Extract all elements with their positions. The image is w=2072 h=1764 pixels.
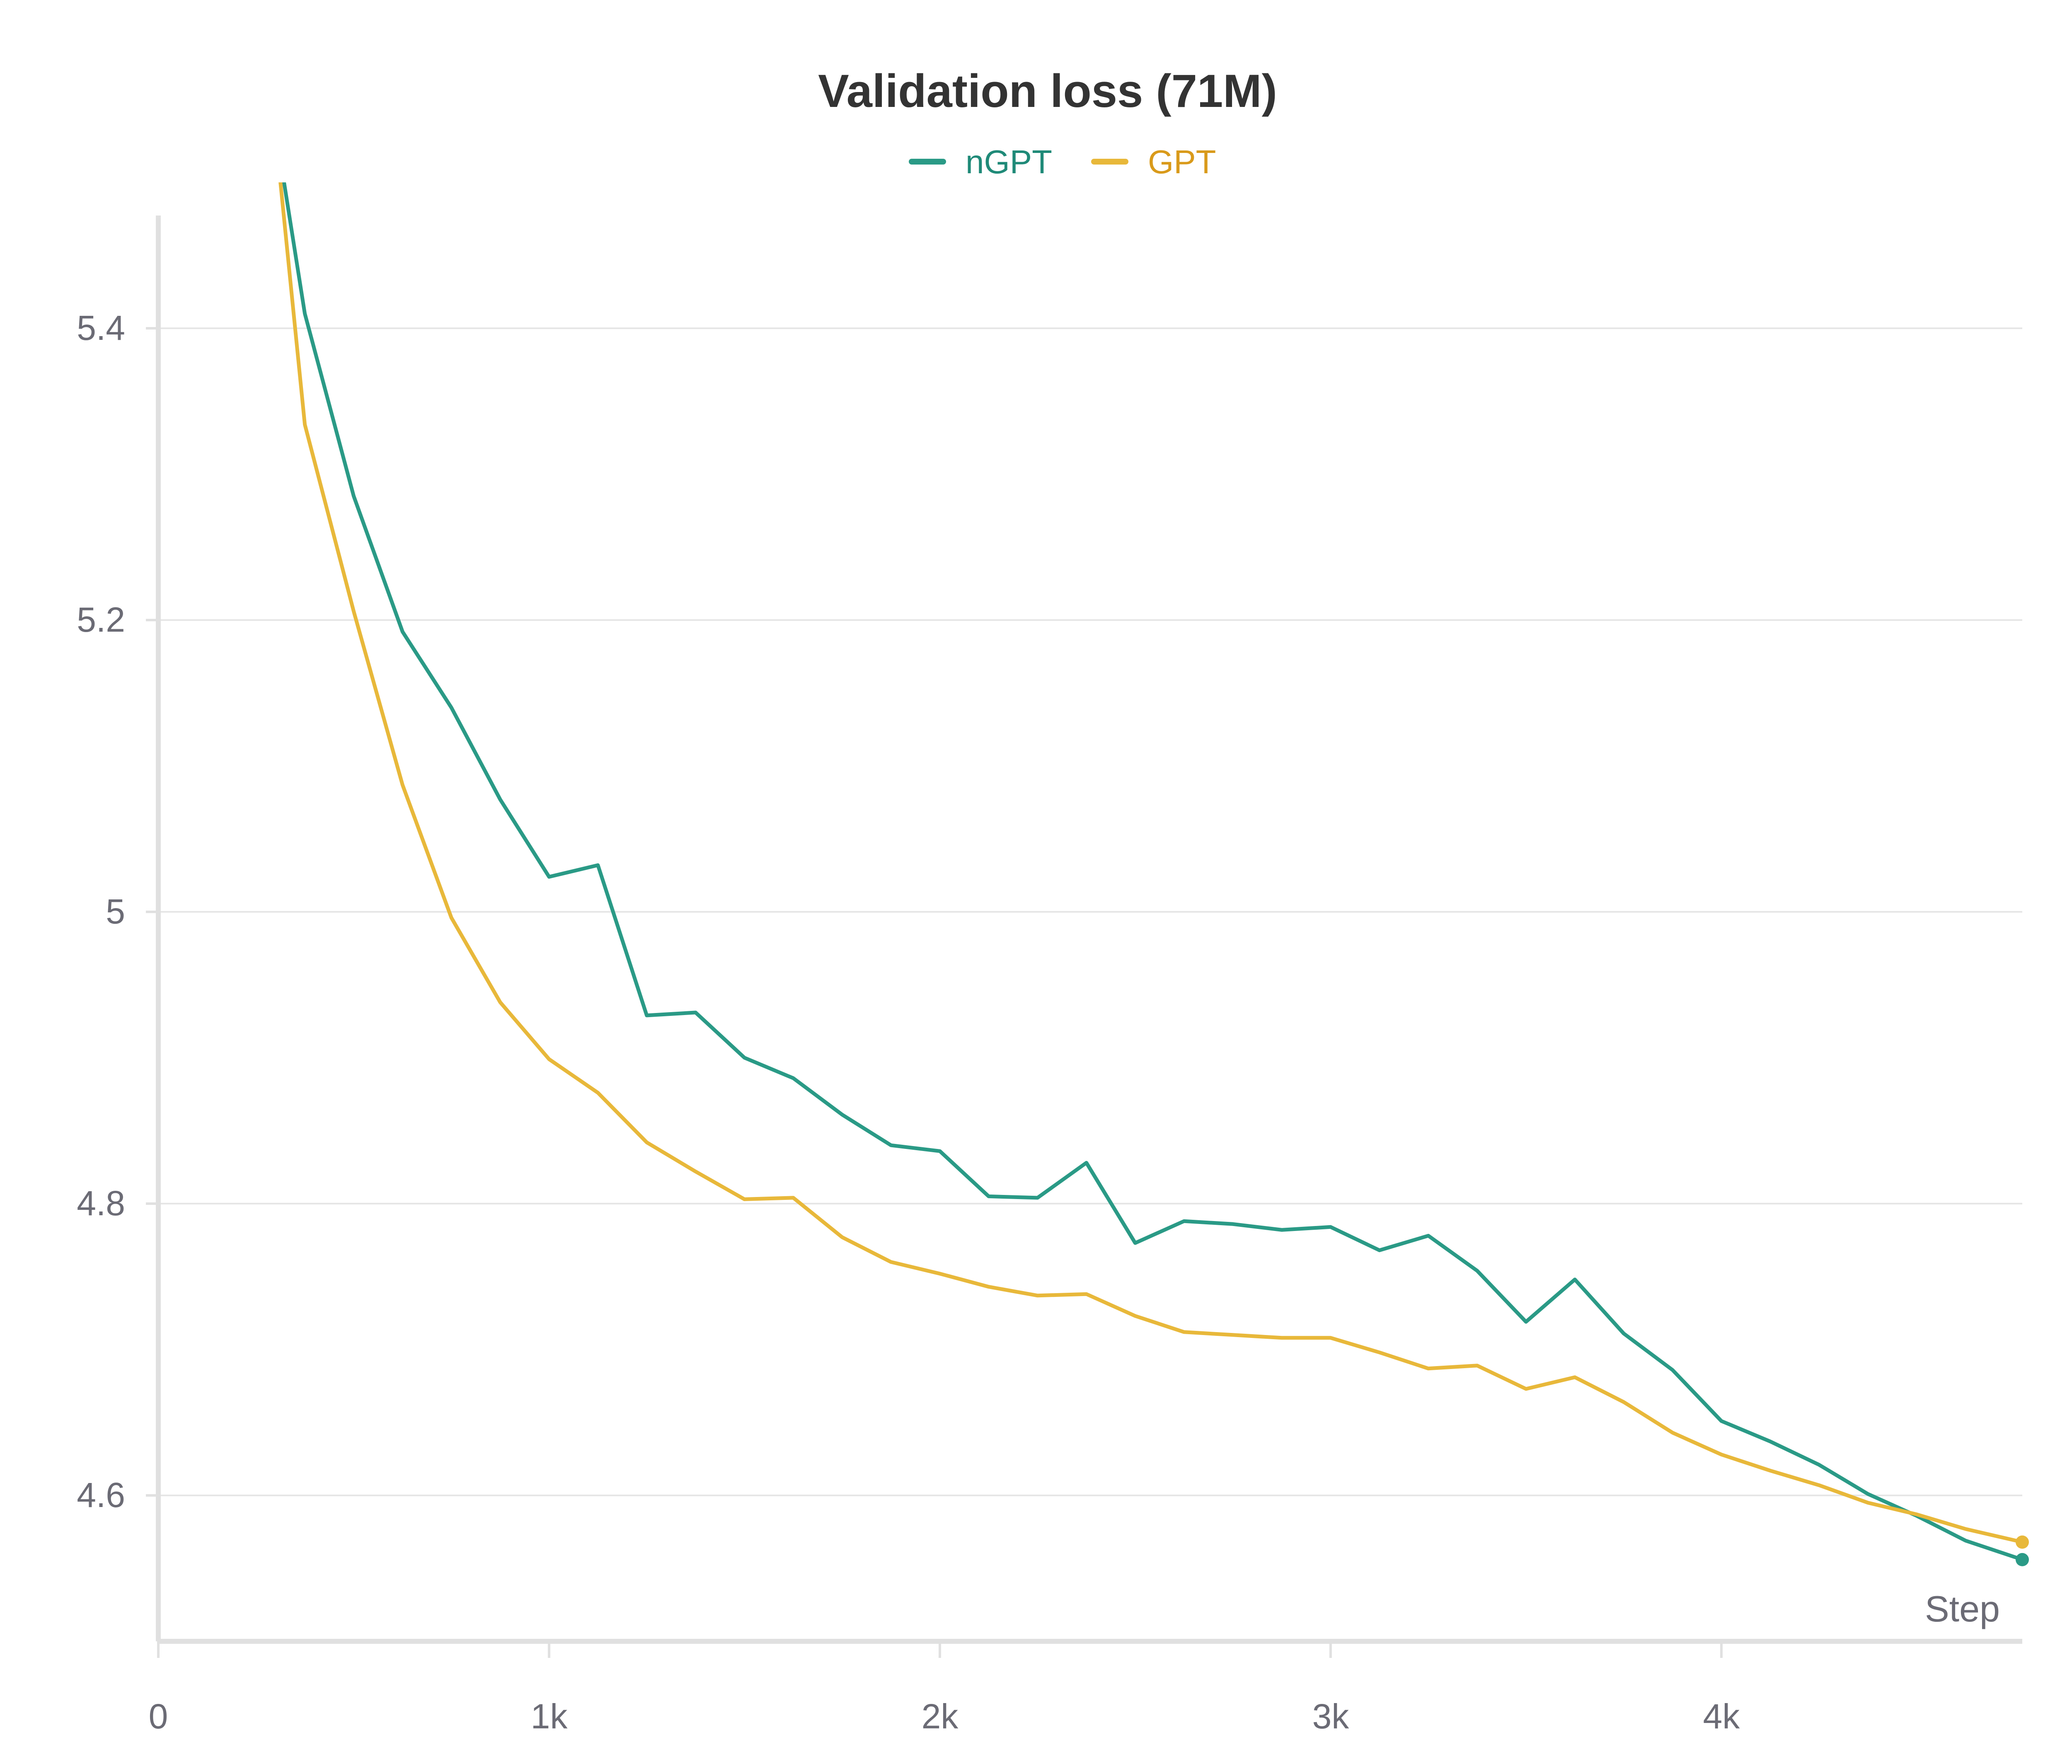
x-axis-label: Step — [1925, 1588, 2000, 1629]
series-line-gpt[interactable] — [278, 153, 2024, 1544]
legend: nGPT GPT — [909, 143, 1216, 180]
y-tick-label-1: 4.8 — [77, 1184, 125, 1223]
series-lines — [278, 153, 2029, 1566]
x-tick-label-0: 0 — [149, 1697, 168, 1736]
tick-labels: 4.6 4.8 5 5.2 5.4 0 1k 2k 3k 4k — [77, 308, 1740, 1736]
y-tick-label-3: 5.2 — [77, 600, 125, 639]
series-endpoint-ngpt[interactable] — [2016, 1553, 2029, 1566]
x-tick-label-2: 2k — [922, 1697, 959, 1736]
legend-label-ngpt: nGPT — [966, 143, 1052, 180]
x-tick-label-1: 1k — [531, 1697, 568, 1736]
y-tick-label-4: 5.4 — [77, 308, 125, 347]
series-endpoint-gpt[interactable] — [2016, 1535, 2029, 1549]
legend-label-gpt: GPT — [1148, 143, 1216, 180]
grid-lines — [158, 327, 2022, 1496]
legend-item-ngpt[interactable]: nGPT — [909, 143, 1052, 180]
y-tick-label-0: 4.6 — [77, 1476, 125, 1514]
x-tick-label-3: 3k — [1312, 1697, 1350, 1736]
chart-title: Validation loss (71M) — [818, 65, 1277, 117]
legend-item-gpt[interactable]: GPT — [1091, 143, 1216, 180]
series-line-ngpt[interactable] — [279, 153, 2024, 1562]
axes — [156, 216, 2022, 1644]
y-tick-label-2: 5 — [106, 892, 125, 931]
x-tick-label-4: 4k — [1703, 1697, 1740, 1736]
